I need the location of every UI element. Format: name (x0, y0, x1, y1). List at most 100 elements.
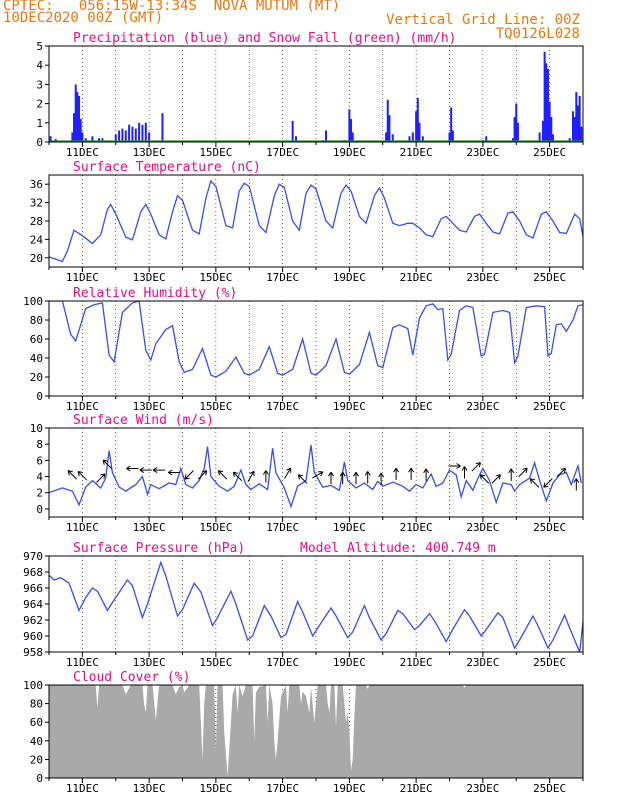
cloud-plot (49, 685, 583, 778)
precip-xtick-label: 15DEC (199, 146, 232, 159)
pressure-xtick-label: 25DEC (533, 656, 566, 669)
rh-xtick-label: 25DEC (533, 400, 566, 413)
precip-bar (144, 122, 147, 142)
temp-xtick-label: 11DEC (66, 271, 99, 284)
precip-bar (71, 132, 74, 142)
wind-arrow (518, 467, 528, 478)
wind-arrow (328, 471, 334, 485)
precip-bar (541, 120, 544, 142)
wind-arrow (543, 478, 553, 488)
precip-bar (351, 132, 354, 142)
wind-plot (49, 444, 582, 509)
wind-arrow (167, 469, 181, 476)
pressure-ytick-label: 962 (23, 614, 43, 627)
wind-ytick-label: 4 (36, 471, 43, 484)
temp-xtick-label: 13DEC (133, 271, 166, 284)
precip-bar (548, 101, 551, 142)
pressure-ytick-label: 960 (23, 630, 43, 643)
precip-bar (571, 111, 574, 142)
precip-ytick-label: 2 (36, 98, 43, 111)
temp-xtick-label: 25DEC (533, 271, 566, 284)
temp-xtick-label: 17DEC (266, 271, 299, 284)
temp-ytick-label: 32 (30, 197, 43, 210)
cloud-title: Cloud Cover (%) (73, 670, 190, 685)
header-grid-note: Vertical Grid Line: 00Z (386, 12, 580, 28)
wind-arrow (508, 468, 515, 481)
precip-ytick-label: 5 (36, 40, 43, 53)
precip-bar (98, 138, 101, 142)
cloud-xtick-label: 15DEC (199, 782, 232, 795)
precip-bar (450, 107, 453, 142)
precip-bar (73, 113, 76, 142)
cloud-xtick-label: 19DEC (333, 782, 366, 795)
wind-xtick-label: 15DEC (199, 521, 232, 534)
precip-bar (515, 103, 518, 142)
rh-plot (49, 301, 583, 378)
temp-xtick-label: 21DEC (400, 271, 433, 284)
wind-arrow (448, 463, 461, 469)
pressure-series-line (49, 560, 583, 652)
precip-bar (513, 117, 516, 142)
rh-xtick-label: 23DEC (466, 400, 499, 413)
precip-xtick-label: 13DEC (133, 146, 166, 159)
precip-bar (131, 126, 134, 142)
wind-ytick-label: 8 (36, 438, 43, 451)
wind-arrow (339, 471, 346, 485)
precip-bar (78, 95, 81, 142)
rh-series-line (49, 301, 583, 378)
rh-ytick-label: 0 (36, 390, 43, 403)
precip-bar (76, 92, 79, 142)
wind-arrow (262, 470, 269, 483)
wind-arrow (139, 467, 152, 474)
precip-bar (568, 138, 571, 142)
precip-bar (576, 105, 579, 142)
pressure-xtick-label: 17DEC (266, 656, 299, 669)
wind-arrow (461, 466, 468, 479)
wind-arrow (364, 471, 371, 484)
precip-title: Precipitation (blue) and Snow Fall (gree… (73, 31, 457, 46)
precip-bar (511, 138, 514, 142)
precip-bar (578, 95, 581, 142)
precip-bar (550, 117, 553, 142)
wind-arrow (102, 459, 112, 469)
temp-xtick-label: 19DEC (333, 271, 366, 284)
wind-arrow (232, 471, 243, 482)
precip-bar (415, 111, 418, 142)
wind-arrow (393, 467, 400, 481)
pressure-panel: 958 960 962 964 966 968 970 11DEC 13DEC 15DEC 17DE… (23, 541, 584, 669)
rh-xtick-label: 17DEC (266, 400, 299, 413)
precip-bar (350, 118, 353, 142)
precip-bar (575, 92, 578, 142)
cloud-ytick-label: 20 (30, 753, 43, 766)
precip-xtick-label: 25DEC (533, 146, 566, 159)
precip-bar (325, 130, 328, 142)
rh-xtick-label: 11DEC (66, 400, 99, 413)
wind-arrow (423, 468, 430, 481)
temp-title: Surface Temperature (nC) (73, 160, 261, 175)
cloud-ytick-label: 40 (30, 735, 43, 748)
wind-xtick-label: 19DEC (333, 521, 366, 534)
temp-xtick-label: 23DEC (466, 271, 499, 284)
rh-ytick-label: 100 (23, 295, 43, 308)
wind-arrow (284, 467, 292, 479)
wind-xtick-label: 13DEC (133, 521, 166, 534)
rh-panel: 0 20 40 60 80 100 11DEC 13DEC 15DEC 17DEC 19DEC 21D… (23, 286, 584, 413)
precip-bar (79, 118, 82, 142)
pressure-ytick-label: 958 (23, 646, 43, 659)
precip-bar (418, 122, 421, 142)
rh-ytick-label: 40 (30, 352, 43, 365)
wind-arrow (471, 462, 481, 472)
temp-plot (49, 179, 583, 263)
precip-bar (516, 122, 519, 142)
precip-ytick-label: 4 (36, 59, 43, 72)
wind-ytick-label: 6 (36, 454, 43, 467)
wind-panel: 0 2 4 6 8 10 11DEC 13DEC 15DEC 17DEC 19DEC 21DEC 23D… (30, 413, 584, 534)
pressure-xtick-label: 21DEC (400, 656, 433, 669)
rh-xtick-label: 13DEC (133, 400, 166, 413)
pressure-subtitle: Model Altitude: 400.749 m (300, 541, 496, 556)
precip-bar (161, 113, 164, 142)
temp-series-line (49, 179, 583, 263)
precip-bar (408, 136, 411, 142)
wind-arrow (491, 474, 501, 484)
pressure-ytick-label: 964 (23, 598, 43, 611)
